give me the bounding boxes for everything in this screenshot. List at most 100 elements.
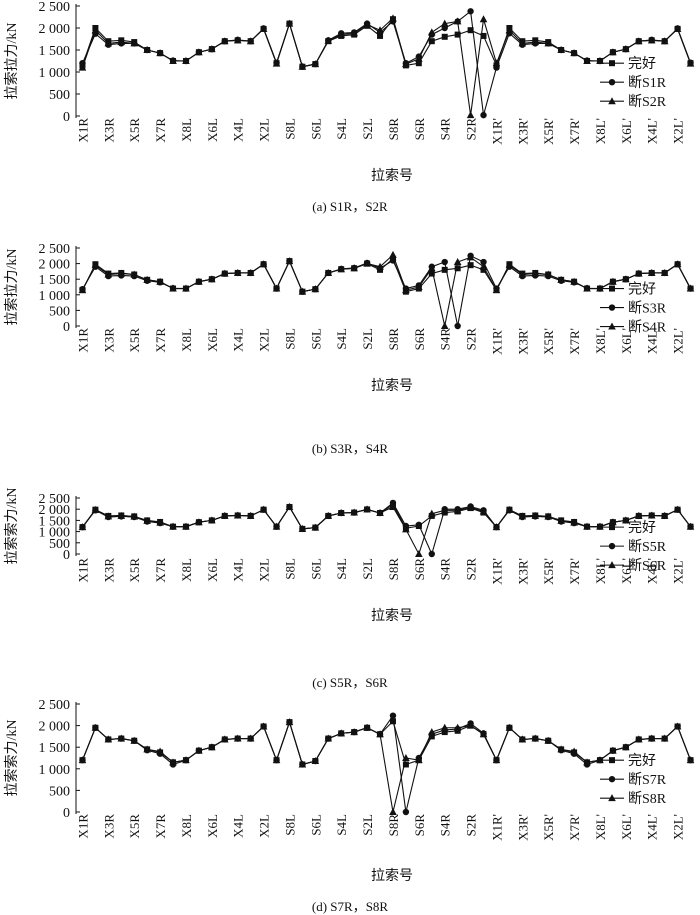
data-point	[195, 518, 203, 526]
legend-marker	[609, 757, 615, 764]
x-tick-label: X5R	[127, 558, 142, 583]
legend-entry: 断S3R	[600, 301, 667, 317]
data-point	[130, 39, 139, 47]
data-point	[441, 266, 448, 273]
data-point	[518, 735, 527, 743]
x-tick-label: X1R'	[489, 558, 504, 585]
data-point	[272, 59, 281, 67]
data-point	[182, 57, 190, 64]
data-point	[583, 758, 591, 766]
data-point	[402, 525, 410, 533]
x-tick-label: X4L'	[645, 814, 660, 840]
x-axis-label: 拉索号	[371, 167, 413, 184]
legend-marker	[608, 794, 616, 802]
data-point	[91, 26, 100, 34]
data-point	[376, 730, 384, 738]
data-point	[156, 277, 164, 285]
y-axis-label: 拉索拉力/kN	[3, 23, 20, 100]
data-point	[337, 729, 346, 737]
data-point	[298, 62, 307, 70]
data-point	[583, 57, 591, 64]
data-point	[298, 524, 307, 532]
data-point	[117, 38, 126, 46]
series-2	[78, 718, 695, 815]
series-2	[78, 250, 695, 329]
y-tick-label: 1 000	[39, 289, 71, 304]
data-point	[363, 259, 371, 267]
data-point	[376, 509, 384, 517]
data-point	[583, 522, 591, 530]
data-point	[143, 275, 151, 283]
data-point	[272, 756, 281, 764]
data-point	[622, 743, 630, 751]
x-tick-label: X7R	[153, 118, 168, 143]
data-point	[634, 37, 643, 45]
data-point	[673, 260, 682, 268]
data-point	[441, 33, 448, 40]
x-tick-label: X1R	[75, 558, 90, 583]
x-tick-label: X4L	[231, 814, 246, 838]
data-point	[647, 268, 656, 276]
data-point	[583, 284, 591, 292]
x-tick-label: S6R	[412, 328, 427, 351]
y-tick-label: 0	[63, 806, 70, 821]
data-point	[208, 743, 216, 751]
data-point	[389, 499, 397, 507]
x-tick-label: S4L	[334, 328, 349, 350]
x-tick-label: X3R'	[515, 814, 530, 841]
x-axis-label: 拉索号	[371, 377, 413, 394]
x-tick-label: S8R	[386, 328, 401, 351]
y-tick-label: 2 000	[39, 22, 71, 37]
data-point	[480, 32, 487, 39]
x-tick-label: X8L	[179, 814, 194, 838]
series-line	[81, 17, 692, 116]
legend-entry: 断S6R	[600, 558, 667, 574]
x-tick-label: X8L'	[593, 328, 608, 354]
data-point	[233, 511, 242, 519]
x-tick-label: X5R	[127, 814, 142, 839]
x-tick-label: X3R	[101, 328, 116, 353]
x-tick-label: X8L'	[593, 118, 608, 144]
series-2	[78, 502, 695, 557]
y-axis-label: 拉索拉力/kN	[3, 249, 20, 326]
data-point	[259, 722, 268, 730]
data-point	[169, 57, 177, 64]
data-point	[427, 264, 436, 272]
x-tick-label: X8L	[179, 328, 194, 352]
data-point	[259, 505, 268, 513]
x-tick-label: X2L'	[671, 814, 686, 840]
data-point	[609, 746, 617, 754]
x-tick-label: S2L	[360, 118, 375, 140]
data-point	[246, 734, 255, 742]
data-point	[466, 111, 475, 119]
data-point	[402, 754, 410, 761]
data-point	[570, 518, 578, 526]
x-tick-label: S2R	[464, 558, 479, 581]
data-point	[596, 284, 604, 292]
data-point	[570, 49, 578, 57]
x-tick-label: X2L	[257, 558, 272, 582]
data-point	[440, 322, 449, 329]
x-tick-label: X2L	[257, 814, 272, 838]
x-tick-label: X5R'	[541, 814, 556, 841]
legend-entry: 完好	[600, 753, 656, 769]
data-point	[104, 512, 113, 520]
data-point	[609, 277, 617, 285]
data-point	[402, 286, 410, 294]
data-point	[376, 26, 384, 34]
legend-marker	[608, 542, 616, 550]
x-tick-label: S2L	[360, 814, 375, 836]
data-point	[428, 270, 435, 277]
data-point	[686, 284, 695, 292]
data-point	[272, 284, 281, 292]
x-tick-label: X4L'	[645, 328, 660, 354]
data-point	[246, 511, 255, 519]
data-point	[130, 512, 139, 520]
x-tick-label: S4R	[438, 814, 453, 837]
data-point	[104, 270, 113, 278]
data-point	[389, 808, 397, 815]
legend-label: 完好	[628, 56, 656, 72]
legend-label: 断S1R	[628, 75, 667, 91]
